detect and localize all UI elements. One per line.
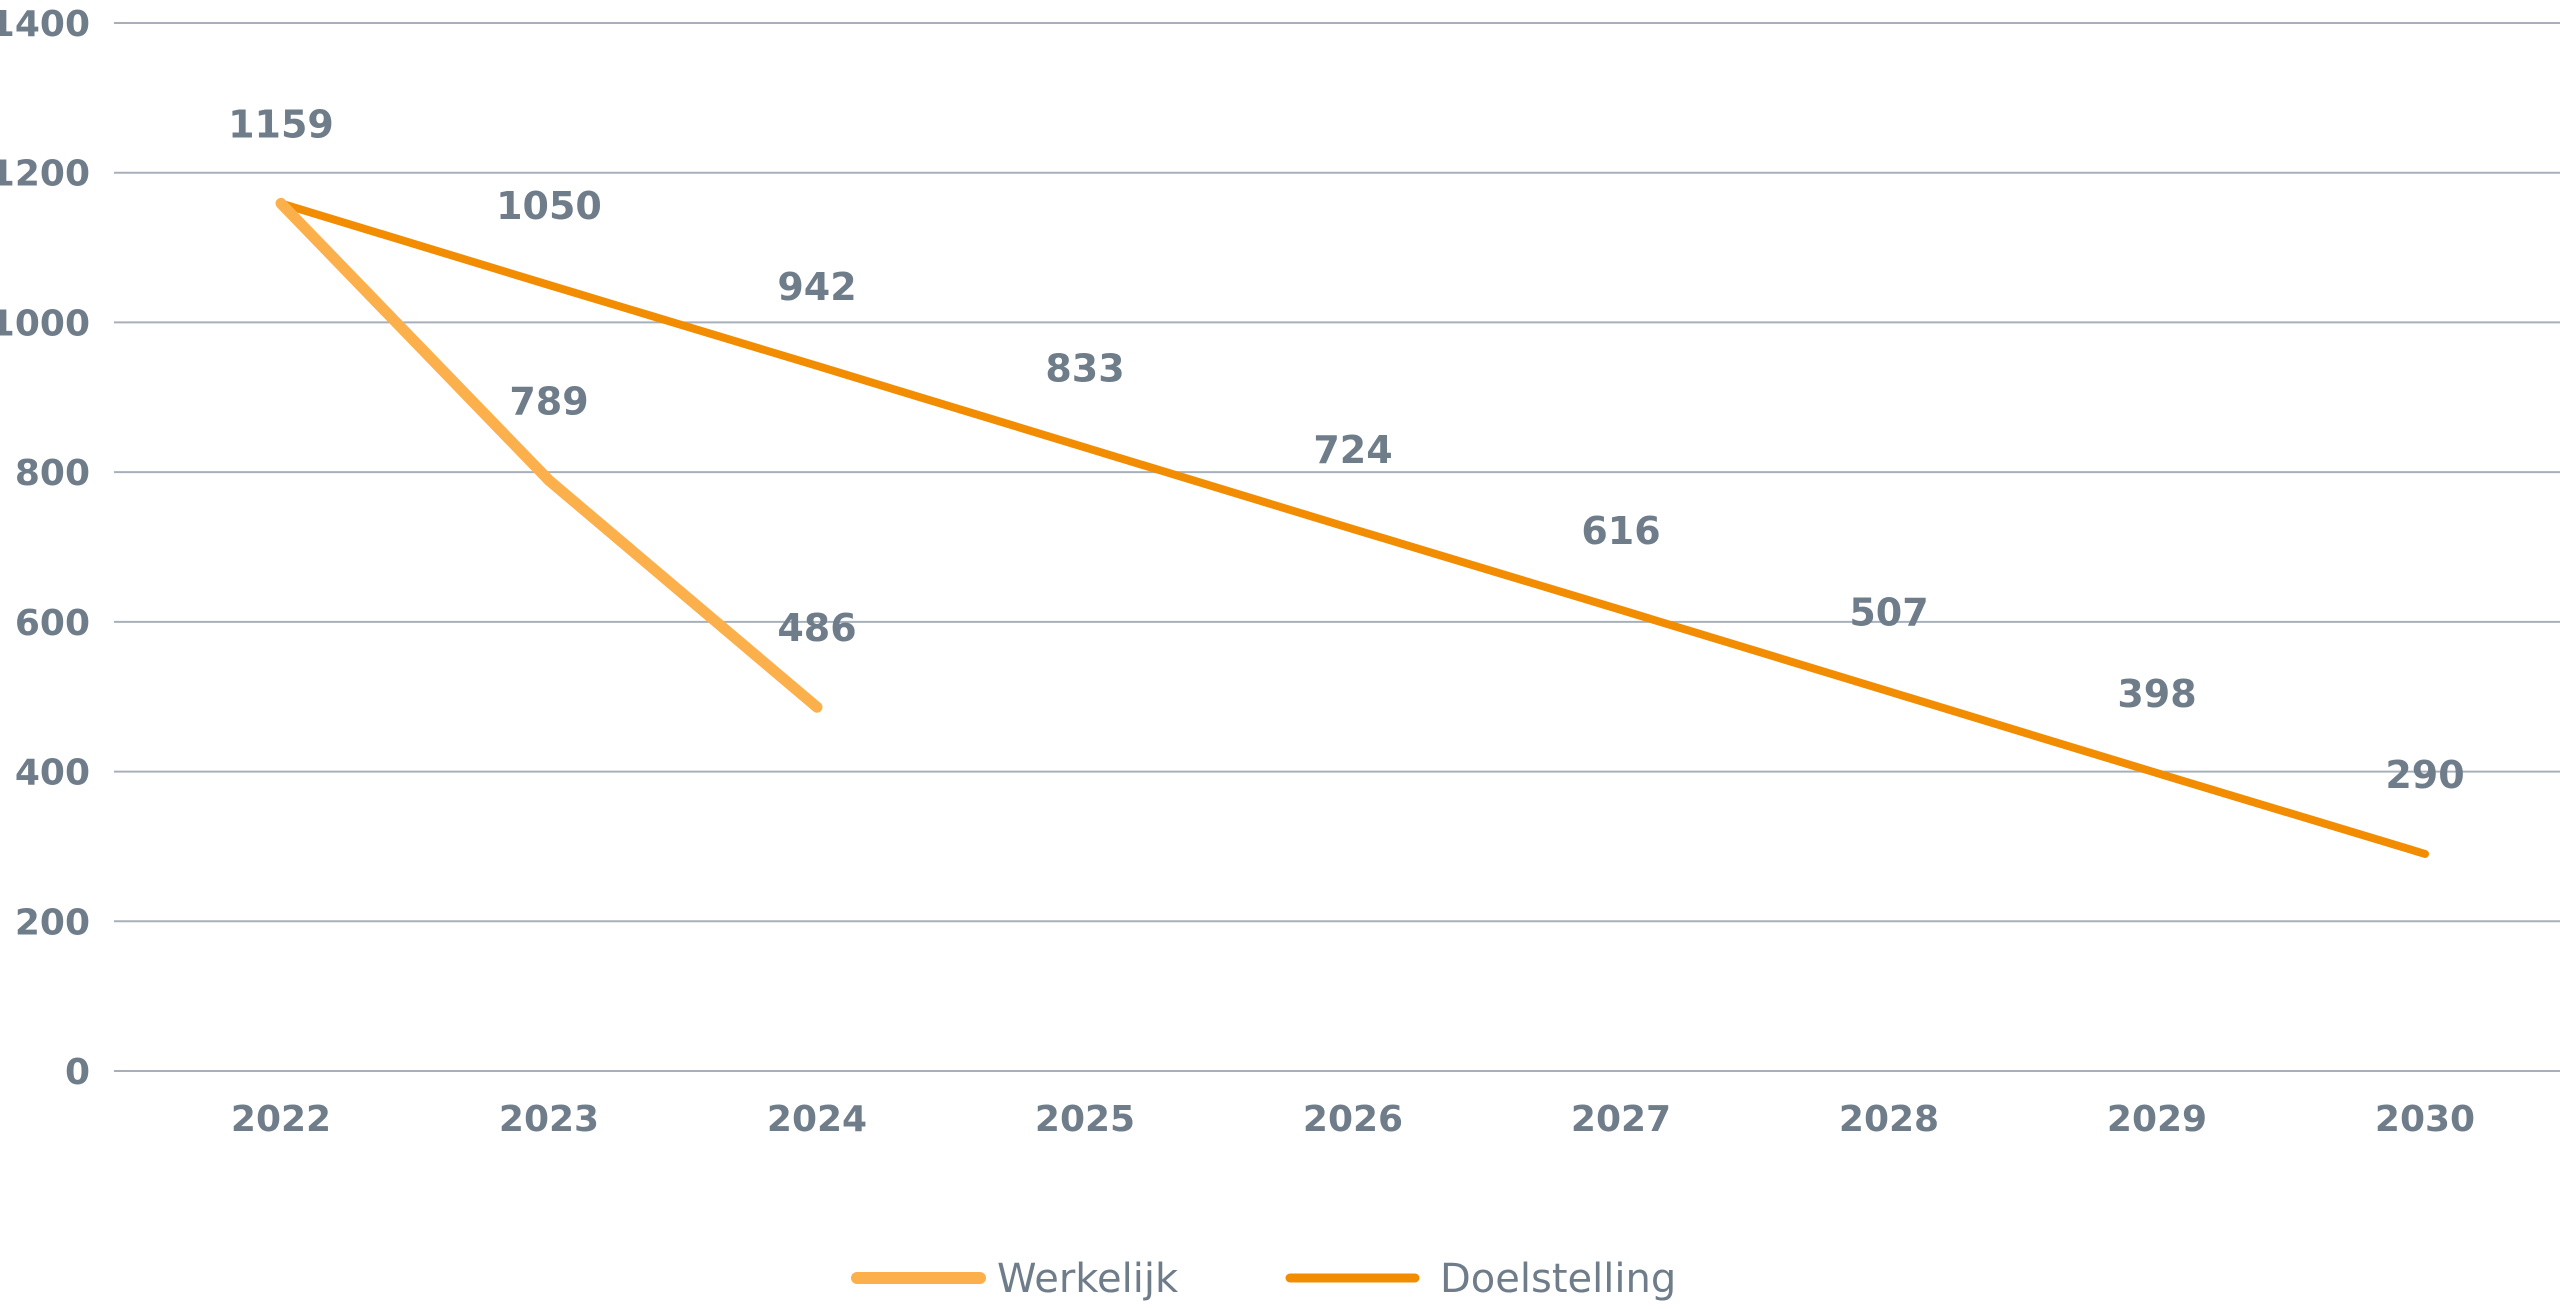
data-label: 616 <box>1581 509 1660 553</box>
data-label: 833 <box>1045 346 1124 390</box>
y-tick-label: 800 <box>15 453 90 494</box>
series-line-werkelijk <box>275 197 823 713</box>
data-label: 1050 <box>496 184 602 228</box>
data-label: 290 <box>2385 753 2464 797</box>
data-label: 789 <box>509 379 588 423</box>
x-tick-label: 2028 <box>1839 1099 1939 1140</box>
data-label: 507 <box>1849 590 1928 634</box>
y-tick-label: 200 <box>15 902 90 943</box>
y-tick-label: 600 <box>15 603 90 644</box>
data-label: 486 <box>777 606 856 650</box>
data-label: 724 <box>1313 428 1392 472</box>
x-tick-label: 2027 <box>1571 1099 1671 1140</box>
y-tick-label: 1400 <box>0 4 90 45</box>
y-tick-label: 400 <box>15 753 90 794</box>
x-tick-label: 2022 <box>231 1099 331 1140</box>
legend-label: Werkelijk <box>997 1256 1179 1302</box>
x-tick-label: 2024 <box>767 1099 867 1140</box>
data-label: 942 <box>777 265 856 309</box>
x-tick-label: 2026 <box>1303 1099 1403 1140</box>
y-tick-label: 1200 <box>0 154 90 195</box>
series-line-doelstelling <box>277 199 2429 858</box>
data-label: 398 <box>2117 672 2196 716</box>
y-tick-label: 0 <box>65 1052 90 1093</box>
x-tick-label: 2025 <box>1035 1099 1135 1140</box>
x-tick-label: 2023 <box>499 1099 599 1140</box>
legend-label: Doelstelling <box>1440 1256 1676 1302</box>
x-tick-label: 2030 <box>2375 1099 2475 1140</box>
y-tick-label: 1000 <box>0 303 90 344</box>
data-label: 1159 <box>228 102 334 146</box>
x-tick-label: 2029 <box>2107 1099 2207 1140</box>
